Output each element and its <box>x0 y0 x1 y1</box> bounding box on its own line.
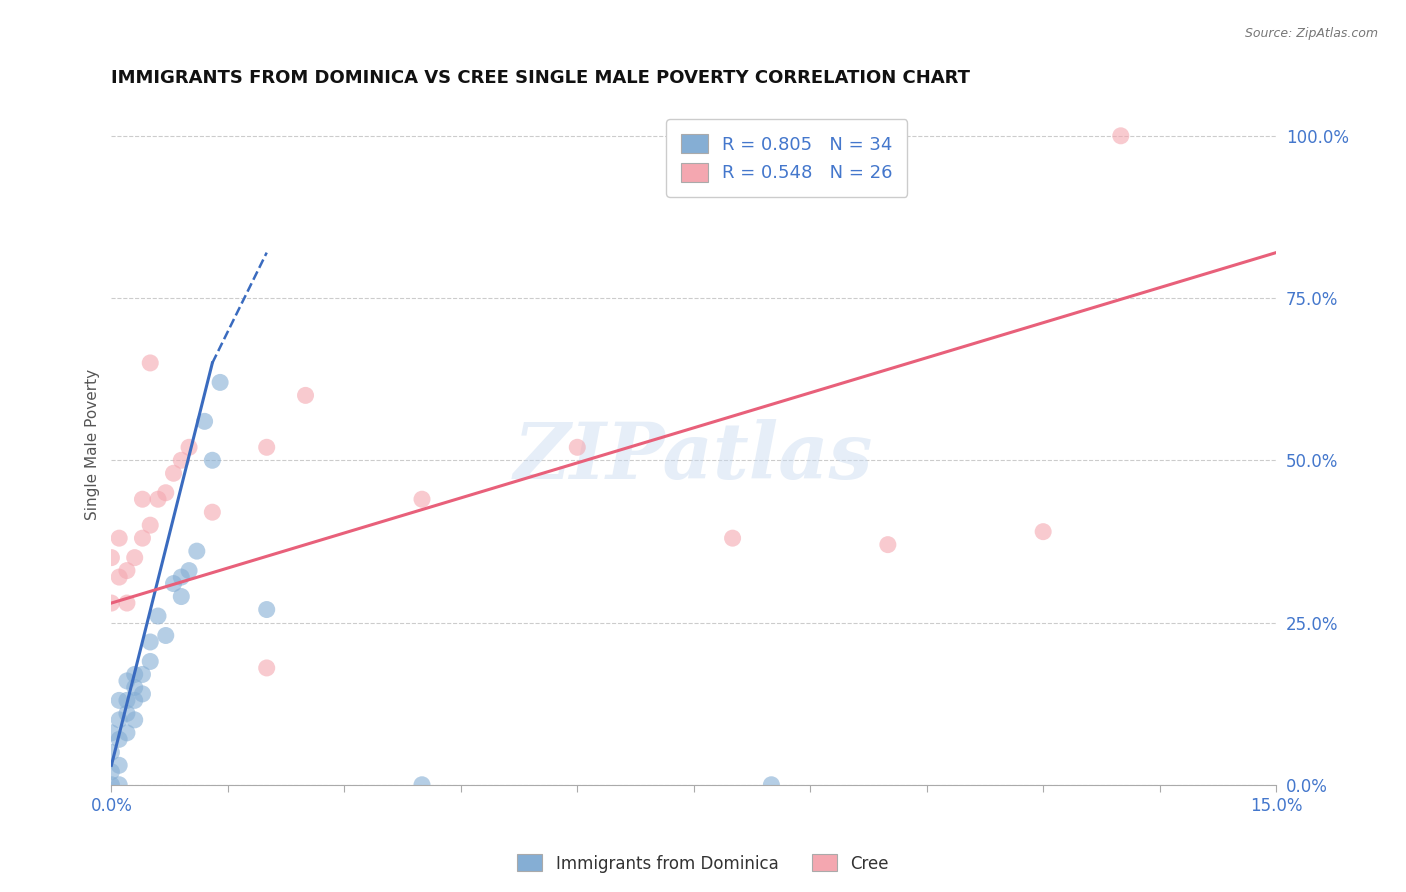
Point <box>162 467 184 481</box>
Text: ZIPatlas: ZIPatlas <box>515 419 873 496</box>
Point <box>108 778 131 792</box>
Point <box>100 745 122 759</box>
Point <box>115 596 138 610</box>
Point <box>108 570 131 584</box>
Point <box>124 693 146 707</box>
Point <box>139 635 162 649</box>
Point <box>411 492 433 507</box>
Point <box>876 538 898 552</box>
Point <box>186 544 208 558</box>
Point <box>170 570 193 584</box>
Point <box>411 778 433 792</box>
Point <box>139 518 162 533</box>
Point <box>100 764 122 779</box>
Point <box>146 609 169 624</box>
Point <box>146 492 169 507</box>
Point <box>256 602 278 616</box>
Point <box>131 667 153 681</box>
Point <box>177 564 200 578</box>
Point <box>131 687 153 701</box>
Point <box>761 778 783 792</box>
Point <box>209 376 232 390</box>
Point <box>115 673 138 688</box>
Point <box>115 726 138 740</box>
Text: IMMIGRANTS FROM DOMINICA VS CREE SINGLE MALE POVERTY CORRELATION CHART: IMMIGRANTS FROM DOMINICA VS CREE SINGLE … <box>111 69 970 87</box>
Point <box>567 440 589 454</box>
Point <box>108 693 131 707</box>
Point <box>100 778 122 792</box>
Y-axis label: Single Male Poverty: Single Male Poverty <box>86 368 100 520</box>
Point <box>124 681 146 695</box>
Point <box>256 440 278 454</box>
Text: Source: ZipAtlas.com: Source: ZipAtlas.com <box>1244 27 1378 40</box>
Point <box>100 596 122 610</box>
Point <box>139 356 162 370</box>
Point <box>170 453 193 467</box>
Point <box>115 693 138 707</box>
Point <box>201 505 224 519</box>
Point <box>131 531 153 545</box>
Point <box>155 485 177 500</box>
Point <box>115 706 138 721</box>
Point <box>1109 128 1132 143</box>
Point <box>256 661 278 675</box>
Legend: R = 0.805   N = 34, R = 0.548   N = 26: R = 0.805 N = 34, R = 0.548 N = 26 <box>666 120 907 197</box>
Point <box>721 531 744 545</box>
Point <box>194 414 217 428</box>
Point <box>108 758 131 772</box>
Point <box>139 655 162 669</box>
Point <box>1032 524 1054 539</box>
Point <box>131 492 153 507</box>
Point <box>294 388 316 402</box>
Point <box>155 628 177 642</box>
Point <box>115 564 138 578</box>
Point <box>201 453 224 467</box>
Point <box>162 576 184 591</box>
Point <box>108 732 131 747</box>
Point <box>124 667 146 681</box>
Point <box>108 531 131 545</box>
Legend: Immigrants from Dominica, Cree: Immigrants from Dominica, Cree <box>510 847 896 880</box>
Point <box>177 440 200 454</box>
Point <box>124 713 146 727</box>
Point <box>100 726 122 740</box>
Point <box>108 713 131 727</box>
Point <box>100 550 122 565</box>
Point <box>124 550 146 565</box>
Point <box>170 590 193 604</box>
